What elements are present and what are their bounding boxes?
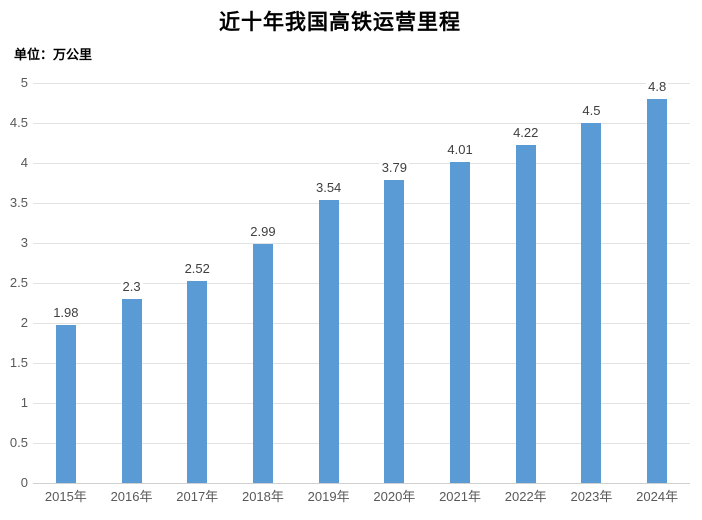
bar xyxy=(121,299,142,483)
x-tick-label: 2024年 xyxy=(636,489,679,504)
gridline xyxy=(33,283,690,284)
gridline xyxy=(33,243,690,244)
gridline xyxy=(33,163,690,164)
gridline xyxy=(33,323,690,324)
x-tick-label: 2017年 xyxy=(176,489,219,504)
y-axis: 0 0.5 1 1.5 2 2.5 3 3.5 4 4.5 5 xyxy=(0,0,28,520)
data-label: 2.3 xyxy=(120,279,143,294)
gridline xyxy=(33,83,690,84)
gridline xyxy=(33,403,690,404)
y-tick-label: 1 xyxy=(20,395,28,410)
bar-column: 2.52 xyxy=(164,83,230,483)
bar xyxy=(450,162,471,483)
y-tick-label: 3 xyxy=(20,235,28,250)
x-axis: 2015年 2016年 2017年 2018年 2019年 2020年 2021年 2022年… xyxy=(33,489,690,507)
bar-column: 4.8 xyxy=(624,79,690,483)
bar-column: 4.22 xyxy=(493,83,559,483)
data-label: 2.52 xyxy=(182,261,212,277)
bar xyxy=(55,324,76,483)
data-label: 2.99 xyxy=(248,223,278,239)
y-tick-label: 0.5 xyxy=(9,435,28,450)
bar-column: 4.01 xyxy=(427,83,493,483)
x-tick-label: 2023年 xyxy=(570,489,613,504)
x-tick-label: 2020年 xyxy=(373,489,416,504)
bar-column: 3.79 xyxy=(362,83,428,483)
unit-label: 单位：万公里 xyxy=(14,47,93,62)
gridline xyxy=(33,203,690,204)
x-tick-label: 2015年 xyxy=(44,489,87,504)
data-label: 4.5 xyxy=(580,103,603,118)
bar xyxy=(515,145,536,483)
x-tick-label: 2021年 xyxy=(439,489,481,504)
data-label: 4.22 xyxy=(511,125,541,141)
bar xyxy=(581,123,602,483)
y-tick-label: 0 xyxy=(20,475,28,490)
chart-title: 近十年我国高铁运营里程 xyxy=(219,10,461,34)
bar xyxy=(187,281,208,483)
bar xyxy=(647,99,668,483)
y-tick-label: 2 xyxy=(20,315,28,330)
y-tick-label: 2.5 xyxy=(9,275,28,290)
bar xyxy=(252,243,273,483)
x-axis-line xyxy=(33,483,690,484)
data-label: 1.98 xyxy=(51,304,81,320)
gridline xyxy=(33,443,690,444)
y-tick-label: 4.5 xyxy=(9,115,28,130)
bar-column: 3.54 xyxy=(296,83,362,483)
x-tick-label: 2022年 xyxy=(504,489,547,504)
y-tick-label: 1.5 xyxy=(9,355,28,370)
bar xyxy=(318,199,339,483)
bar-column: 4.5 xyxy=(559,83,625,483)
x-tick-label: 2016年 xyxy=(110,489,153,504)
bar-column: 2.99 xyxy=(230,83,296,483)
y-tick-label: 5 xyxy=(20,75,28,90)
x-tick-label: 2019年 xyxy=(307,489,350,504)
data-label: 3.79 xyxy=(379,159,409,175)
gridline xyxy=(33,363,690,364)
bar-column: 2.3 xyxy=(99,83,165,483)
bar-column: 1.98 xyxy=(33,83,99,483)
data-label: 4.01 xyxy=(445,142,475,158)
y-tick-label: 4 xyxy=(20,155,28,170)
plot-area: 1.98 2.3 2.52 2.99 3.54 3.79 4.01 4.22 4.5 4.8 xyxy=(33,79,690,484)
x-tick-label: 2018年 xyxy=(241,489,284,504)
data-label: 4.8 xyxy=(646,79,669,94)
bar xyxy=(384,179,405,483)
data-label: 3.54 xyxy=(313,179,344,195)
y-tick-label: 3.5 xyxy=(9,195,28,210)
gridline xyxy=(33,123,690,124)
